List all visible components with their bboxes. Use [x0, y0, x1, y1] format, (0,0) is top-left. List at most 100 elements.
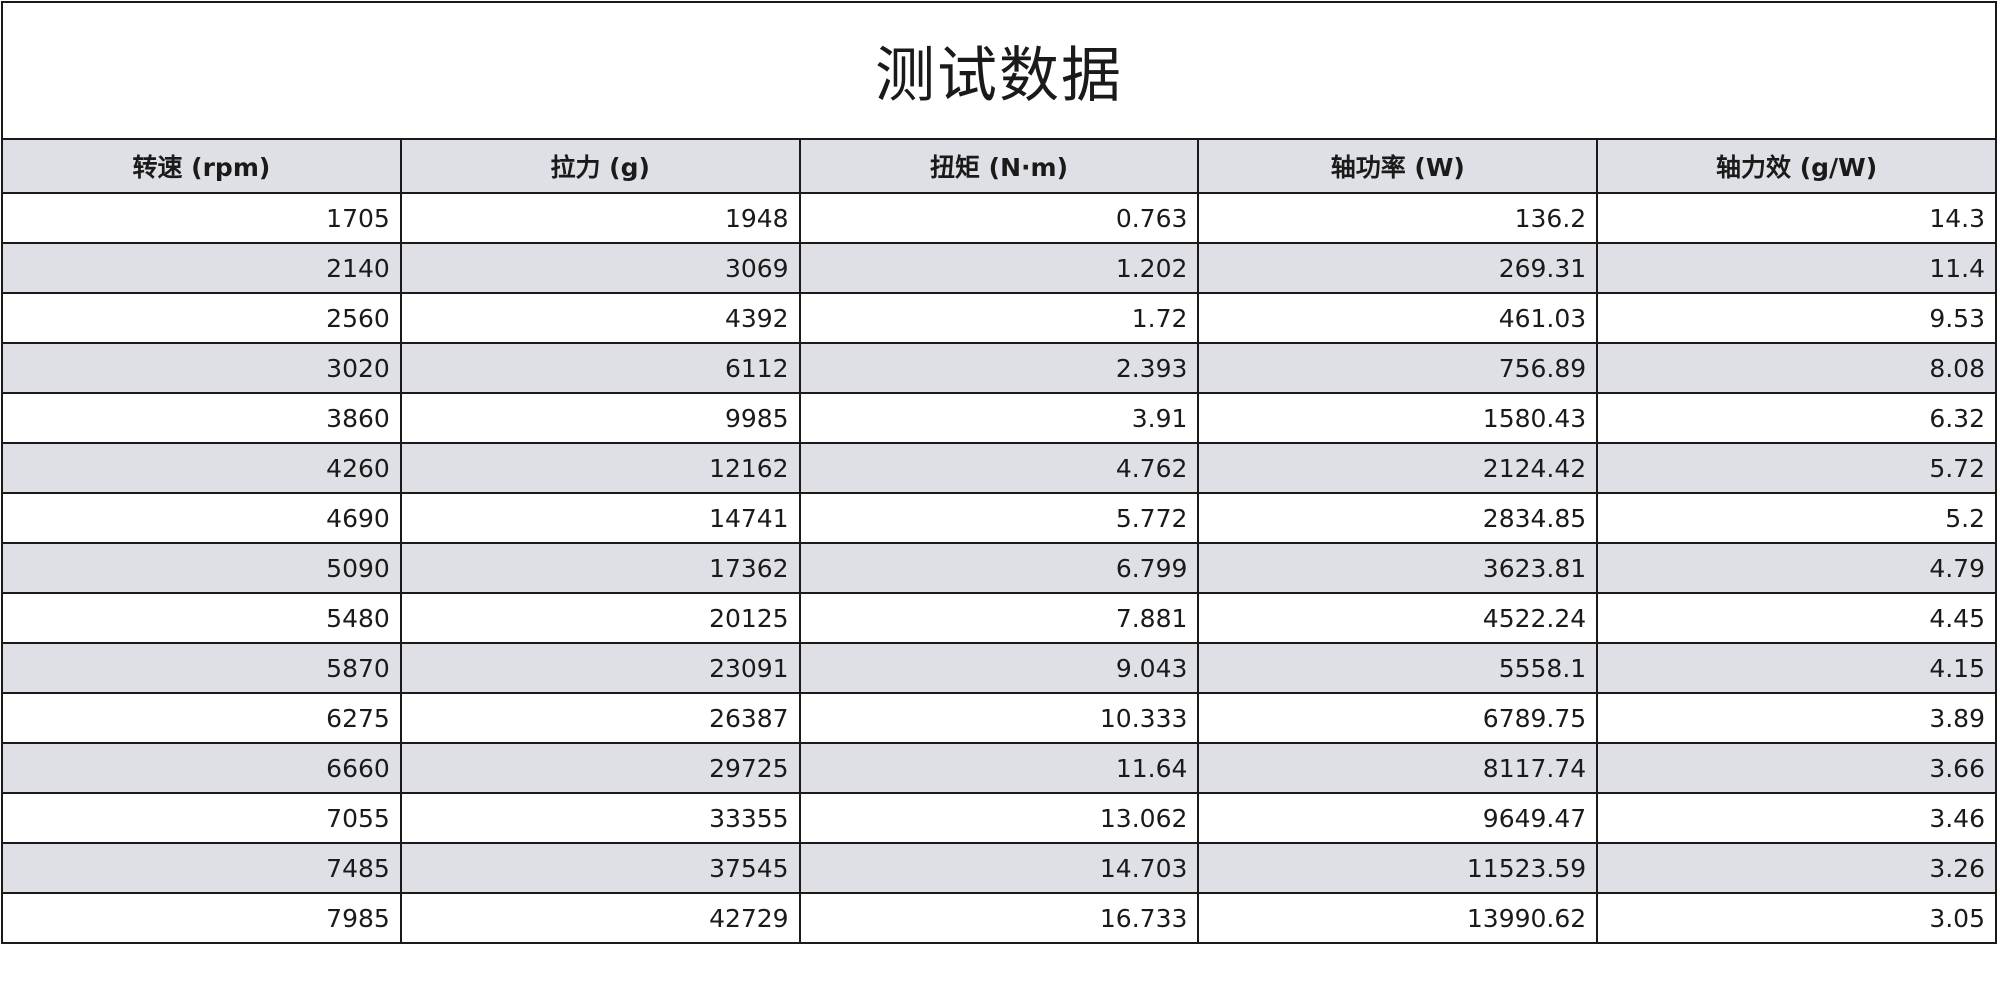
- table-row: 5870 23091 9.043 5558.1 4.15: [1, 642, 1997, 694]
- speed-cell: 7055: [1, 792, 402, 844]
- shaft-power-cell: 2834.85: [1197, 492, 1599, 544]
- table-row: 5480 20125 7.881 4522.24 4.45: [1, 592, 1997, 644]
- thrust-cell: 4392: [399, 292, 801, 344]
- table-row: 6660 29725 11.64 8117.74 3.66: [1, 742, 1997, 794]
- shaft-power-cell: 4522.24: [1197, 592, 1599, 644]
- speed-cell: 2140: [1, 242, 402, 294]
- header-row: 转速 (rpm) 拉力 (g) 扭矩 (N·m) 轴功率 (W) 轴力效 (g/…: [1, 138, 1997, 194]
- thrust-cell: 1948: [399, 192, 801, 244]
- efficiency-cell: 8.08: [1596, 342, 1997, 394]
- shaft-power-cell: 756.89: [1197, 342, 1599, 394]
- torque-cell: 13.062: [798, 792, 1200, 844]
- thrust-cell: 3069: [399, 242, 801, 294]
- title-cell: 测试数据: [1, 1, 1997, 138]
- torque-cell: 3.91: [798, 392, 1200, 444]
- table-row: 7055 33355 13.062 9649.47 3.46: [1, 792, 1997, 844]
- speed-cell: 3860: [1, 392, 402, 444]
- column-header-shaft-power: 轴功率 (W): [1197, 138, 1599, 194]
- table-row: 2560 4392 1.72 461.03 9.53: [1, 292, 1997, 344]
- torque-cell: 14.703: [798, 842, 1200, 894]
- torque-cell: 6.799: [798, 542, 1200, 594]
- table-row: 1705 1948 0.763 136.2 14.3: [1, 192, 1997, 244]
- column-header-torque: 扭矩 (N·m): [798, 138, 1200, 194]
- speed-cell: 2560: [1, 292, 402, 344]
- efficiency-cell: 14.3: [1596, 192, 1997, 244]
- efficiency-cell: 6.32: [1596, 392, 1997, 444]
- efficiency-cell: 3.26: [1596, 842, 1997, 894]
- thrust-cell: 26387: [399, 692, 801, 744]
- shaft-power-cell: 1580.43: [1197, 392, 1599, 444]
- shaft-power-cell: 5558.1: [1197, 642, 1599, 694]
- efficiency-cell: 5.2: [1596, 492, 1997, 544]
- shaft-power-cell: 3623.81: [1197, 542, 1599, 594]
- table-row: 5090 17362 6.799 3623.81 4.79: [1, 542, 1997, 594]
- table-row: 7985 42729 16.733 13990.62 3.05: [1, 892, 1997, 944]
- thrust-cell: 14741: [399, 492, 801, 544]
- torque-cell: 5.772: [798, 492, 1200, 544]
- thrust-cell: 29725: [399, 742, 801, 794]
- table-row: 3020 6112 2.393 756.89 8.08: [1, 342, 1997, 394]
- shaft-power-cell: 6789.75: [1197, 692, 1599, 744]
- table-body: 1705 1948 0.763 136.2 14.3 2140 3069 1.202 269.3…: [1, 192, 1997, 944]
- table-row: 6275 26387 10.333 6789.75 3.89: [1, 692, 1997, 744]
- efficiency-cell: 4.79: [1596, 542, 1997, 594]
- efficiency-cell: 4.15: [1596, 642, 1997, 694]
- speed-cell: 7485: [1, 842, 402, 894]
- efficiency-cell: 9.53: [1596, 292, 1997, 344]
- torque-cell: 0.763: [798, 192, 1200, 244]
- column-header-efficiency: 轴力效 (g/W): [1596, 138, 1997, 194]
- table-row: 7485 37545 14.703 11523.59 3.26: [1, 842, 1997, 894]
- efficiency-cell: 3.46: [1596, 792, 1997, 844]
- shaft-power-cell: 269.31: [1197, 242, 1599, 294]
- efficiency-cell: 11.4: [1596, 242, 1997, 294]
- thrust-cell: 37545: [399, 842, 801, 894]
- thrust-cell: 12162: [399, 442, 801, 494]
- speed-cell: 5090: [1, 542, 402, 594]
- thrust-cell: 33355: [399, 792, 801, 844]
- speed-cell: 7985: [1, 892, 402, 944]
- shaft-power-cell: 2124.42: [1197, 442, 1599, 494]
- thrust-cell: 6112: [399, 342, 801, 394]
- efficiency-cell: 4.45: [1596, 592, 1997, 644]
- speed-cell: 5870: [1, 642, 402, 694]
- shaft-power-cell: 136.2: [1197, 192, 1599, 244]
- shaft-power-cell: 13990.62: [1197, 892, 1599, 944]
- torque-cell: 7.881: [798, 592, 1200, 644]
- data-table: 转速 (rpm) 拉力 (g) 扭矩 (N·m) 轴功率 (W) 轴力效 (g/…: [1, 138, 1997, 944]
- speed-cell: 1705: [1, 192, 402, 244]
- torque-cell: 10.333: [798, 692, 1200, 744]
- table-row: 3860 9985 3.91 1580.43 6.32: [1, 392, 1997, 444]
- table-row: 4260 12162 4.762 2124.42 5.72: [1, 442, 1997, 494]
- speed-cell: 6660: [1, 742, 402, 794]
- efficiency-cell: 3.05: [1596, 892, 1997, 944]
- speed-cell: 4260: [1, 442, 402, 494]
- column-header-thrust: 拉力 (g): [399, 138, 801, 194]
- efficiency-cell: 3.66: [1596, 742, 1997, 794]
- torque-cell: 11.64: [798, 742, 1200, 794]
- torque-cell: 16.733: [798, 892, 1200, 944]
- efficiency-cell: 3.89: [1596, 692, 1997, 744]
- shaft-power-cell: 9649.47: [1197, 792, 1599, 844]
- table-row: 4690 14741 5.772 2834.85 5.2: [1, 492, 1997, 544]
- efficiency-cell: 5.72: [1596, 442, 1997, 494]
- speed-cell: 3020: [1, 342, 402, 394]
- torque-cell: 1.72: [798, 292, 1200, 344]
- thrust-cell: 9985: [399, 392, 801, 444]
- shaft-power-cell: 461.03: [1197, 292, 1599, 344]
- table-row: 2140 3069 1.202 269.31 11.4: [1, 242, 1997, 294]
- shaft-power-cell: 11523.59: [1197, 842, 1599, 894]
- speed-cell: 5480: [1, 592, 402, 644]
- torque-cell: 2.393: [798, 342, 1200, 394]
- page-title: 测试数据: [875, 41, 1123, 111]
- speed-cell: 6275: [1, 692, 402, 744]
- thrust-cell: 42729: [399, 892, 801, 944]
- torque-cell: 9.043: [798, 642, 1200, 694]
- torque-cell: 1.202: [798, 242, 1200, 294]
- thrust-cell: 23091: [399, 642, 801, 694]
- thrust-cell: 20125: [399, 592, 801, 644]
- torque-cell: 4.762: [798, 442, 1200, 494]
- thrust-cell: 17362: [399, 542, 801, 594]
- column-header-speed: 转速 (rpm): [1, 138, 402, 194]
- shaft-power-cell: 8117.74: [1197, 742, 1599, 794]
